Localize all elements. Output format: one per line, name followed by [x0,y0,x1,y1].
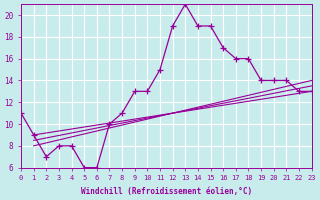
X-axis label: Windchill (Refroidissement éolien,°C): Windchill (Refroidissement éolien,°C) [81,187,252,196]
